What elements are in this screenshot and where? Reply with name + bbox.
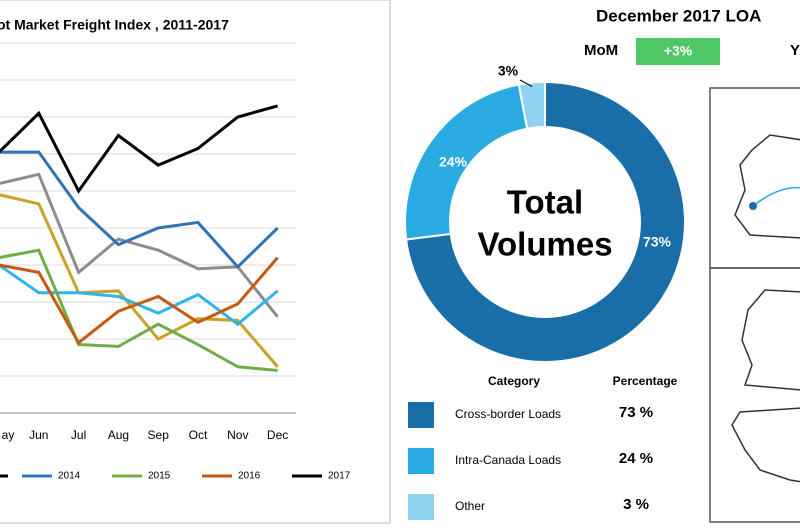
x-tick-label: Nov	[227, 428, 248, 442]
table-swatch	[408, 494, 434, 520]
legend-label: 2017	[328, 471, 351, 482]
table-swatch	[408, 448, 434, 474]
table-header: Percentage	[613, 374, 678, 388]
x-tick-label: Oct	[189, 428, 208, 442]
center-label: Volumes	[477, 226, 612, 263]
table-category: Intra-Canada Loads	[455, 453, 561, 467]
dashboard-title: December 2017 LOA	[596, 6, 761, 25]
series-line	[0, 256, 279, 345]
route	[752, 186, 800, 207]
x-tick-label: Sep	[148, 428, 170, 442]
series-line	[0, 193, 279, 368]
center-label: Total	[507, 184, 583, 221]
map-frame	[709, 87, 800, 269]
yoy-label: Y	[790, 42, 800, 59]
series-line	[0, 104, 279, 194]
x-tick-label: ay	[2, 428, 15, 442]
donut-segment	[404, 80, 686, 363]
map-outline	[741, 289, 800, 391]
mom-label: MoM	[584, 42, 618, 59]
series-line	[0, 150, 279, 270]
map-outline	[731, 407, 800, 483]
donut-label: 73%	[643, 234, 672, 250]
left-panel	[0, 0, 391, 524]
mom-value: +3%	[664, 43, 693, 59]
map-panels	[709, 87, 800, 523]
map-frame	[709, 267, 800, 523]
table-swatch	[408, 402, 434, 428]
x-tick-label: Jun	[29, 428, 48, 442]
legend-label: 2015	[148, 471, 171, 482]
legend-label: 2014	[58, 471, 81, 482]
leader-line	[519, 79, 533, 88]
series-line	[0, 248, 278, 372]
legend-label: 2016	[238, 471, 261, 482]
table-category: Cross-border Loads	[455, 407, 561, 421]
donut-segment	[517, 80, 546, 130]
table-percentage: 24 %	[619, 450, 653, 467]
table-header: Category	[488, 374, 540, 388]
map-outline	[734, 134, 800, 239]
x-tick-label: Dec	[267, 428, 288, 442]
x-tick-label: Jul	[71, 428, 86, 442]
mom-badge	[636, 38, 720, 65]
donut-label: 3%	[498, 63, 519, 79]
route-dot	[749, 202, 757, 210]
table-category: Other	[455, 499, 485, 513]
x-tick-label: Aug	[108, 428, 129, 442]
table-percentage: 73 %	[619, 404, 653, 421]
donut-label: 24%	[439, 154, 468, 170]
chart-title: ot Market Freight Index , 2011-2017	[0, 17, 229, 33]
series-line	[0, 172, 279, 318]
table-percentage: 3 %	[623, 496, 649, 513]
